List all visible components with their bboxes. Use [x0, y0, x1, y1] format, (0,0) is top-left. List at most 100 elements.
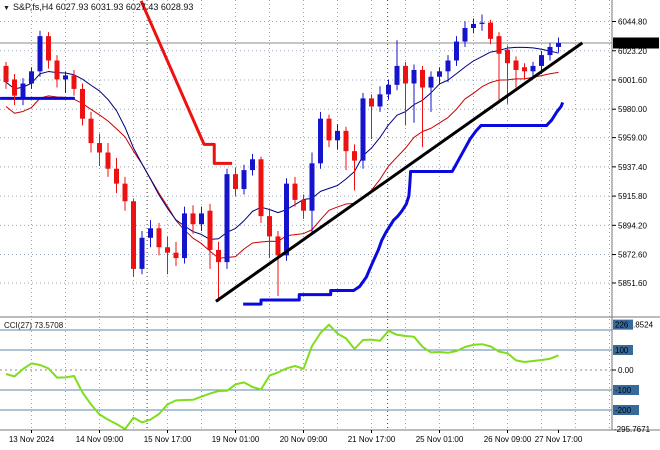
- candle-up: [139, 237, 145, 269]
- chart-title-text: S&P,fs,H4 6027.93 6031.93 6027.43 6028.9…: [12, 2, 194, 12]
- candle-up: [394, 65, 400, 85]
- candle-down: [46, 36, 51, 61]
- cci-max-chip: [613, 319, 633, 330]
- candle-down: [54, 60, 60, 80]
- time-axis-label: 19 Nov 01:00: [212, 435, 260, 444]
- candle-up: [63, 75, 68, 80]
- candle-down: [505, 49, 510, 64]
- candle-down: [3, 65, 9, 83]
- candle-down: [80, 88, 85, 119]
- candle-up: [309, 163, 315, 211]
- candle-up: [547, 46, 553, 56]
- price-axis-label: 5959.00: [618, 134, 647, 143]
- candle-up: [539, 55, 544, 66]
- cci-line: [5, 323, 559, 431]
- candle-up: [530, 65, 536, 72]
- candle-down: [522, 67, 527, 72]
- candle-down: [275, 236, 281, 256]
- current-price-tag: [613, 37, 659, 49]
- candle-up: [428, 76, 434, 88]
- candle-up: [148, 228, 153, 238]
- time-axis-label: 25 Nov 01:00: [416, 435, 464, 444]
- time-axis-label: 27 Nov 17:00: [535, 435, 583, 444]
- cci-level-chip: [613, 345, 633, 355]
- price-axis-label: 5894.20: [618, 221, 647, 230]
- cci-level-chip: [613, 405, 639, 415]
- current-price-tag-label: 6028.93: [616, 39, 645, 48]
- candle-down: [122, 183, 128, 202]
- cci-level-chip: [613, 385, 639, 395]
- price-axis-label: 5851.60: [618, 279, 647, 288]
- chart-dropdown-icon[interactable]: ▼: [3, 5, 10, 12]
- candle-down: [165, 247, 170, 253]
- candle-up: [29, 71, 34, 84]
- candle-down: [114, 168, 119, 184]
- cci-zero-label: 0.00: [618, 366, 634, 375]
- candle-up: [37, 36, 43, 72]
- candle-up: [377, 94, 383, 107]
- price-axis-label: 6044.80: [618, 18, 647, 27]
- candle-down: [352, 151, 357, 161]
- candle-down: [173, 252, 179, 259]
- candle-up: [386, 84, 391, 95]
- candle-down: [216, 249, 221, 263]
- cci-max-label: .8524: [633, 321, 654, 330]
- price-axis-label: 5980.00: [618, 105, 647, 114]
- candle-up: [199, 213, 204, 225]
- time-axis-label: 26 Nov 09:00: [484, 435, 532, 444]
- candle-down: [420, 69, 425, 88]
- resistance-step-line: [139, 0, 233, 165]
- candle-down: [292, 183, 298, 200]
- candle-down: [267, 216, 272, 237]
- cci-min-label: -295.7671: [614, 425, 651, 434]
- candle-down: [488, 22, 493, 39]
- price-axis-label: 6023.20: [618, 47, 647, 56]
- candle-down: [12, 79, 17, 96]
- ma-slow-line: [5, 71, 559, 259]
- time-axis-label: 21 Nov 17:00: [348, 435, 396, 444]
- cci-level-chip-label: -200: [615, 406, 632, 415]
- candle-up: [360, 98, 366, 161]
- candle-down: [97, 143, 102, 153]
- candle-up: [318, 118, 323, 164]
- trend-line[interactable]: [215, 41, 584, 303]
- candle-down: [105, 152, 111, 169]
- time-axis-label: 14 Nov 09:00: [76, 435, 124, 444]
- candle-down: [71, 75, 77, 89]
- candle-down: [513, 60, 519, 70]
- candle-up: [471, 23, 476, 29]
- time-axis-label: 13 Nov 2024: [9, 435, 55, 444]
- candle-down: [326, 118, 332, 141]
- price-axis-label: 5937.40: [618, 163, 647, 172]
- candle-up: [445, 60, 451, 72]
- candle-up: [454, 41, 459, 61]
- price-axis-label: 5872.60: [618, 251, 647, 260]
- candle-up: [241, 170, 247, 190]
- candle-up: [335, 130, 340, 141]
- cci-level-chip-label: 100: [615, 346, 629, 355]
- support-step-line: [243, 101, 565, 306]
- candle-up: [479, 22, 485, 24]
- candle-down: [496, 36, 502, 54]
- candle-down: [88, 118, 94, 144]
- candle-down: [301, 199, 306, 211]
- price-axis-label: 6001.60: [618, 76, 647, 85]
- candle-up: [462, 28, 468, 42]
- ma-fast-line: [5, 46, 559, 240]
- time-axis-label: 15 Nov 17:00: [144, 435, 192, 444]
- time-axis-label: 20 Nov 09:00: [280, 435, 328, 444]
- candle-down: [156, 228, 162, 248]
- chart-title: ▼ S&P,fs,H4 6027.93 6031.93 6027.43 6028.…: [3, 2, 193, 12]
- candle-up: [250, 159, 255, 171]
- indicator-label: CCI(27) 73.5708: [4, 321, 64, 330]
- candle-up: [556, 43, 561, 47]
- candle-up: [20, 83, 26, 98]
- cci-max-chip-label: 226: [615, 321, 629, 330]
- candle-down: [403, 65, 408, 84]
- candle-up: [437, 71, 442, 77]
- candle-up: [224, 174, 230, 263]
- candle-down: [207, 210, 213, 250]
- candle-down: [233, 174, 238, 190]
